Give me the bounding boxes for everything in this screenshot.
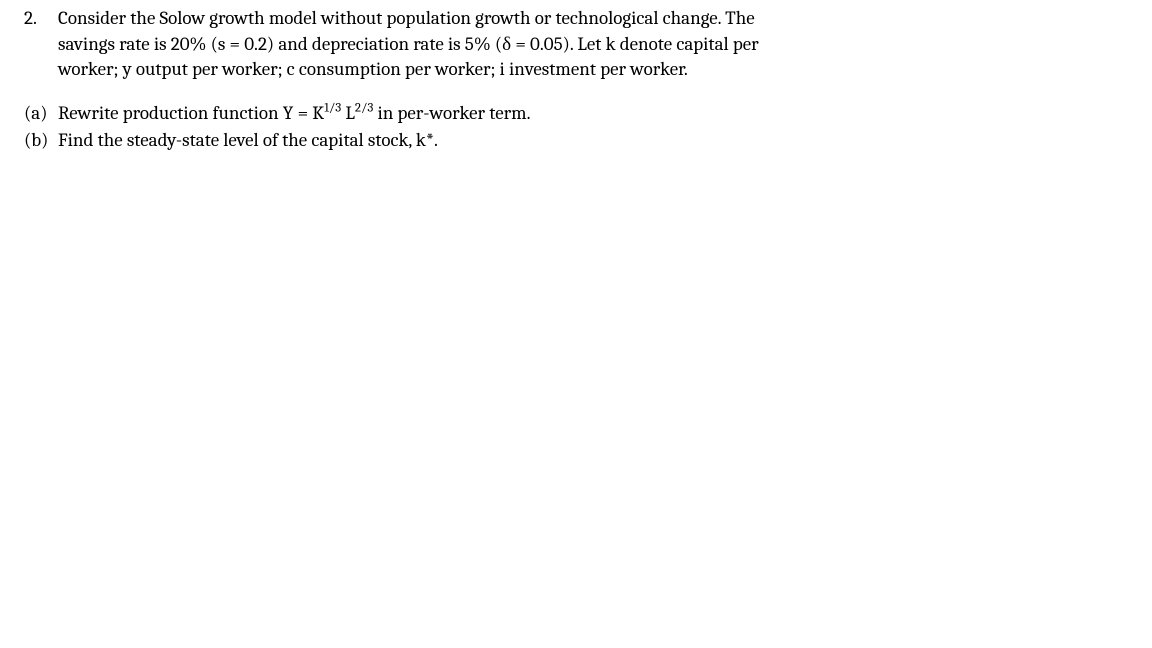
subpart-b: (b) Find the steady-state level of the c… xyxy=(24,128,1132,154)
question-line-3: worker; y output per worker; c consumpti… xyxy=(58,58,688,80)
superscript-2-3: 2/3 xyxy=(355,101,373,116)
subpart-b-label: (b) xyxy=(24,128,58,154)
subpart-a: (a) Rewrite production function Y = K1/3… xyxy=(24,101,1132,127)
subpart-b-text: Find the steady-state level of the capit… xyxy=(58,128,1132,154)
question-line-2: savings rate is 20% (s = 0.2) and deprec… xyxy=(58,33,759,55)
subpart-a-label: (a) xyxy=(24,101,58,127)
subpart-a-mid: L xyxy=(341,102,355,124)
subpart-a-prefix: Rewrite production function Y = K xyxy=(58,102,324,124)
question-block: 2. Consider the Solow growth model witho… xyxy=(20,6,1132,83)
question-number: 2. xyxy=(20,6,58,83)
subpart-a-suffix: in per-worker term. xyxy=(373,102,530,124)
question-line-1: Consider the Solow growth model without … xyxy=(58,7,755,29)
subparts-container: (a) Rewrite production function Y = K1/3… xyxy=(20,101,1132,153)
question-body: Consider the Solow growth model without … xyxy=(58,6,1132,83)
subpart-a-text: Rewrite production function Y = K1/3 L2/… xyxy=(58,101,1132,127)
superscript-1-3: 1/3 xyxy=(324,101,341,116)
document-content: 2. Consider the Solow growth model witho… xyxy=(0,0,1152,153)
